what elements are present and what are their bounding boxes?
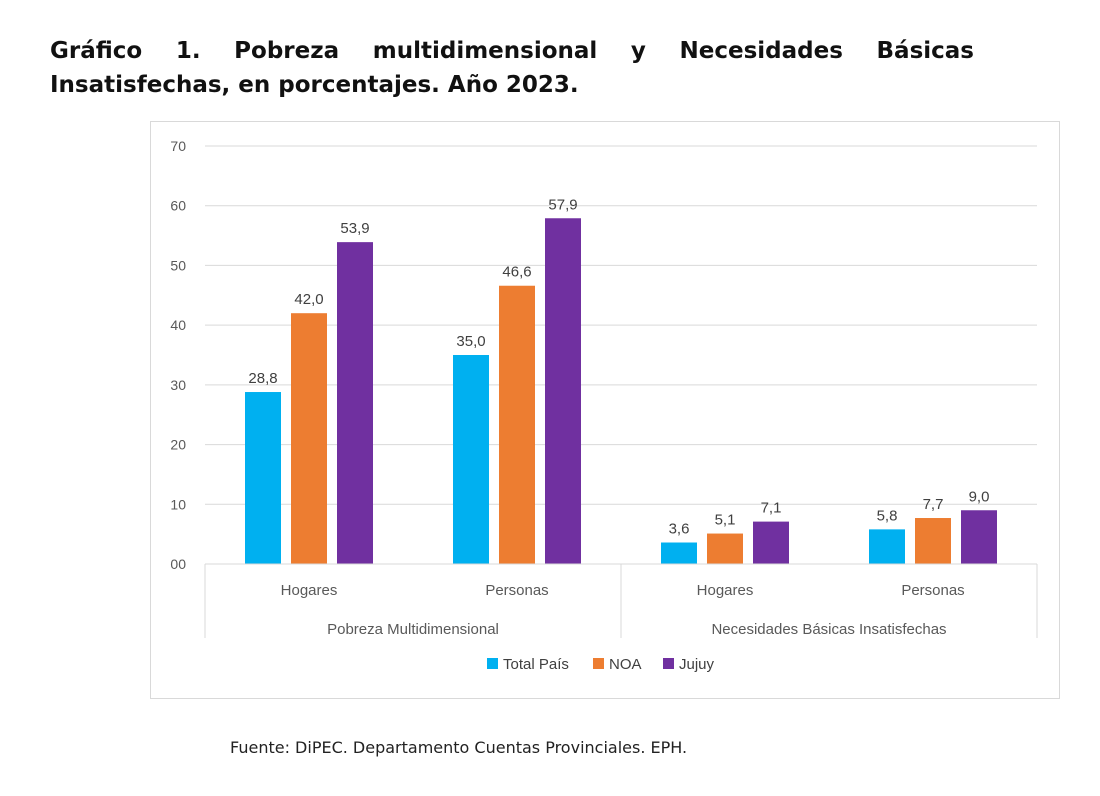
x-tick-label: Personas	[901, 582, 964, 599]
data-label: 3,6	[669, 521, 690, 538]
data-label: 5,8	[877, 507, 898, 524]
bar	[337, 242, 373, 564]
bar	[753, 521, 789, 564]
data-label: 9,0	[969, 488, 990, 505]
x-tick-label: Hogares	[281, 582, 338, 599]
x-tick-label: Personas	[485, 582, 548, 599]
y-tick-label: 00	[170, 556, 186, 572]
data-label: 53,9	[340, 220, 369, 237]
bar	[915, 518, 951, 564]
bar	[961, 510, 997, 564]
data-label: 57,9	[548, 196, 577, 213]
group-label: Necesidades Básicas Insatisfechas	[711, 621, 946, 638]
bar	[453, 355, 489, 564]
chart-frame: 00 10 20 30 40 50 60 70 28,8 42,0 53,9 Hogares 35,0 4…	[150, 121, 1060, 699]
legend-label: Jujuy	[679, 656, 715, 673]
legend-swatch	[663, 658, 674, 669]
data-label: 7,7	[923, 496, 944, 513]
bar	[869, 529, 905, 564]
data-label: 35,0	[456, 333, 485, 350]
legend-label: NOA	[609, 656, 642, 673]
y-tick-label: 10	[170, 496, 186, 512]
y-tick-label: 30	[170, 377, 186, 393]
bar	[545, 218, 581, 565]
legend-label: Total País	[503, 656, 569, 673]
data-label: 46,6	[502, 264, 531, 281]
y-tick-label: 50	[170, 257, 186, 273]
bar	[707, 533, 743, 564]
bar	[499, 285, 535, 564]
data-label: 5,1	[715, 512, 736, 529]
data-label: 28,8	[248, 370, 277, 387]
data-label: 7,1	[761, 500, 782, 517]
x-tick-label: Hogares	[697, 582, 754, 599]
bar-chart: 00 10 20 30 40 50 60 70 28,8 42,0 53,9 Hogares 35,0 4…	[170, 138, 1038, 673]
group-label: Pobreza Multidimensional	[327, 621, 499, 638]
bar	[245, 392, 281, 564]
bar	[291, 313, 327, 564]
y-tick-label: 40	[170, 317, 186, 333]
data-label: 42,0	[294, 291, 323, 308]
bar	[661, 542, 697, 564]
y-tick-label: 60	[170, 198, 186, 214]
y-tick-label: 70	[170, 138, 186, 154]
legend-swatch	[487, 658, 498, 669]
legend-swatch	[593, 658, 604, 669]
y-tick-label: 20	[170, 437, 186, 453]
source-note: Fuente: DiPEC. Departamento Cuentas Prov…	[230, 738, 688, 757]
chart-title: Gráfico 1. Pobreza multidimensional y Ne…	[50, 38, 974, 98]
